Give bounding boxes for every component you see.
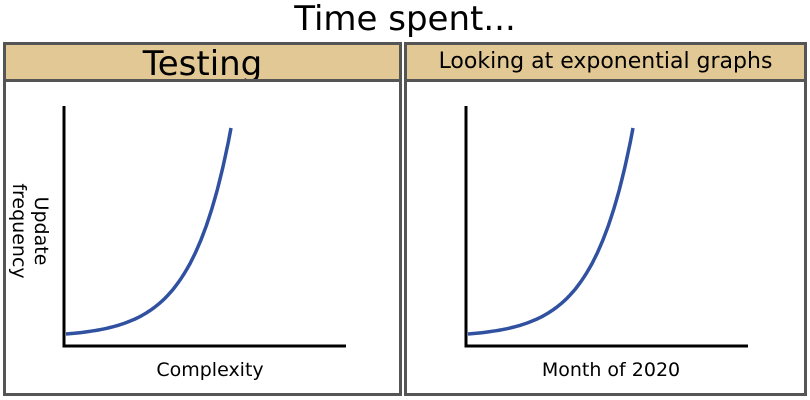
panel-title: Looking at exponential graphs [407, 45, 804, 82]
exponential-curve [467, 127, 635, 336]
panel-title: Testing [6, 45, 399, 82]
chart-panel-testing: Testing Update frequency Complexity [3, 42, 402, 396]
exponential-curve [65, 127, 233, 336]
x-axis-label: Complexity [156, 359, 264, 381]
x-axis-label: Month of 2020 [541, 359, 681, 381]
page-title: Time spent... [294, 0, 516, 39]
chart-panel-exponential: Looking at exponential graphs Month of 2… [404, 42, 807, 396]
